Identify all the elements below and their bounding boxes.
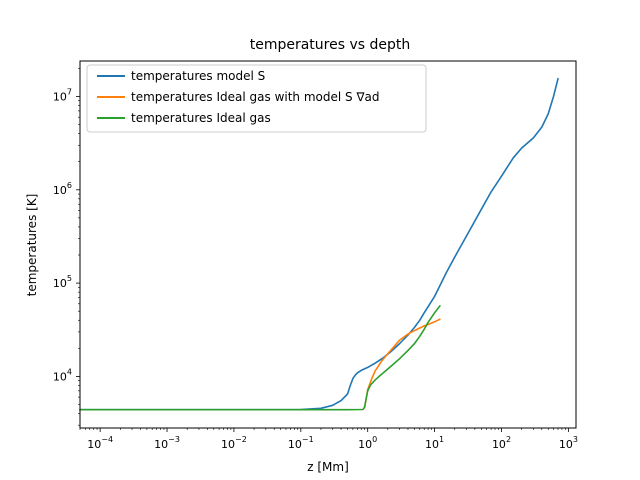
y-axis-label: temperatures [K] [25, 194, 39, 297]
legend-label-ideal-gas-nabla: temperatures Ideal gas with model S ∇ad [131, 90, 379, 104]
series-line-model-s [79, 77, 559, 411]
y-tick-label: 105 [53, 274, 72, 290]
y-tick-label: 104 [53, 367, 72, 383]
y-tick-label: 107 [53, 87, 72, 103]
x-tick-label: 103 [559, 435, 578, 451]
x-tick-label: 10−1 [288, 435, 314, 451]
x-tick-label: 101 [425, 435, 444, 451]
y-tick-label: 106 [53, 181, 72, 197]
legend-label-model-s: temperatures model S [131, 69, 265, 83]
y-axis: 104 105 106 107 [53, 68, 80, 426]
x-axis: 10−4 10−3 10−2 10−1 100 101 102 103 [79, 428, 578, 451]
x-tick-label: 10−3 [154, 435, 180, 451]
legend-label-ideal-gas: temperatures Ideal gas [131, 111, 271, 125]
x-tick-label: 102 [492, 435, 511, 451]
x-axis-label: z [Mm] [307, 460, 349, 474]
x-tick-label: 10−4 [87, 435, 113, 451]
x-tick-label: 100 [358, 435, 377, 451]
plot-border [79, 60, 577, 429]
series-group [79, 77, 559, 411]
legend: temperatures model S temperatures Ideal … [86, 64, 427, 133]
legend-box [86, 64, 427, 133]
x-tick-label: 10−2 [221, 435, 247, 451]
chart-title: temperatures vs depth [250, 37, 411, 53]
series-line-ideal-gas [79, 305, 441, 411]
